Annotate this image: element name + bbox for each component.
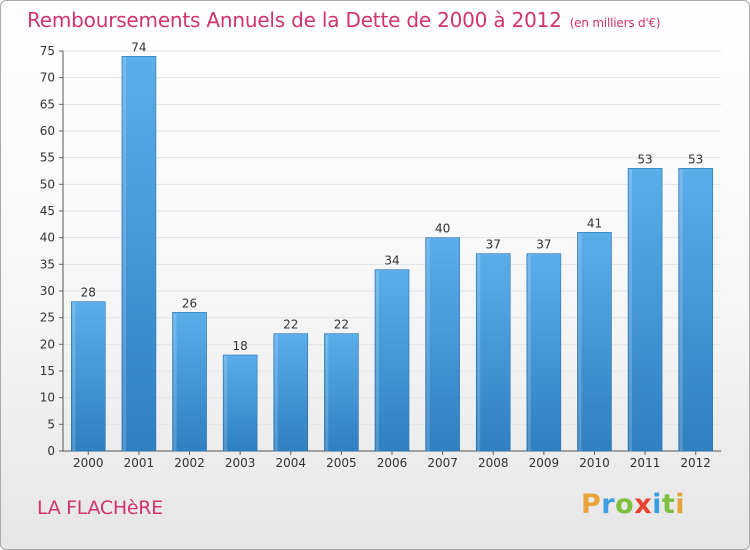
logo-letter: t bbox=[661, 489, 676, 520]
x-tick-label-2002: 2002 bbox=[174, 456, 205, 470]
bar-highlight bbox=[122, 57, 126, 451]
x-tick-label-2004: 2004 bbox=[275, 456, 306, 470]
data-label-2001: 74 bbox=[131, 40, 146, 54]
bar-2010[interactable] bbox=[577, 232, 612, 452]
bar-highlight bbox=[578, 233, 582, 451]
data-label-2009: 37 bbox=[536, 238, 551, 252]
logo-letter: r bbox=[601, 489, 616, 520]
data-label-2007: 40 bbox=[435, 222, 450, 236]
y-tick-label: 40 bbox=[40, 231, 55, 245]
y-tick-label: 70 bbox=[40, 71, 55, 85]
bar-2012[interactable] bbox=[678, 168, 713, 452]
logo-letter: P bbox=[581, 489, 602, 520]
chart-subtitle: (en milliers d'€) bbox=[569, 16, 661, 30]
x-tick-label-2005: 2005 bbox=[326, 456, 357, 470]
data-label-2002: 26 bbox=[182, 296, 197, 310]
y-tick-label: 65 bbox=[40, 97, 55, 111]
data-label-2008: 37 bbox=[486, 238, 501, 252]
x-tick-label-2009: 2009 bbox=[529, 456, 560, 470]
logo-letter: x bbox=[634, 489, 653, 520]
bar-2002[interactable] bbox=[172, 312, 207, 452]
chart-title-text: Remboursements Annuels de la Dette de 20… bbox=[27, 8, 562, 32]
data-label-2003: 18 bbox=[233, 339, 248, 353]
bar-2007[interactable] bbox=[425, 237, 460, 452]
x-tick-label-2010: 2010 bbox=[579, 456, 610, 470]
y-tick-label: 5 bbox=[47, 417, 55, 431]
bar-2006[interactable] bbox=[374, 269, 410, 452]
axes: 0 5 10 15 20 25 30 35 40 45 50 55 60 65 70 75 2000 2001 20… bbox=[40, 44, 721, 470]
bar-highlight bbox=[426, 238, 430, 451]
x-tick-label-2000: 2000 bbox=[73, 456, 104, 470]
data-label-2004: 22 bbox=[283, 318, 298, 332]
y-tick-label: 50 bbox=[40, 177, 55, 191]
x-tick-label-2006: 2006 bbox=[377, 456, 408, 470]
x-tick-label-2008: 2008 bbox=[478, 456, 509, 470]
y-tick-label: 15 bbox=[40, 364, 55, 378]
data-label-2012: 53 bbox=[688, 152, 703, 166]
data-label-2010: 41 bbox=[587, 216, 602, 230]
bar-2003[interactable] bbox=[222, 354, 258, 452]
y-tick-label: 35 bbox=[40, 257, 55, 271]
x-tick-label-2012: 2012 bbox=[680, 456, 711, 470]
y-tick-label: 25 bbox=[40, 311, 55, 325]
bar-highlight bbox=[679, 169, 683, 452]
bar-highlight bbox=[224, 356, 228, 451]
y-tick-label: 75 bbox=[40, 44, 55, 58]
y-tick-label: 45 bbox=[40, 204, 55, 218]
bar-highlight bbox=[274, 334, 278, 451]
bar-2000[interactable] bbox=[71, 301, 106, 452]
data-label-2006: 34 bbox=[384, 254, 399, 268]
data-label-2005: 22 bbox=[334, 318, 349, 332]
bar-highlight bbox=[173, 313, 177, 451]
bar-2004[interactable] bbox=[273, 333, 309, 452]
x-tick-label-2007: 2007 bbox=[427, 456, 458, 470]
logo-letter: i bbox=[675, 489, 686, 520]
chart-title: Remboursements Annuels de la Dette de 20… bbox=[27, 8, 661, 32]
bars bbox=[71, 56, 713, 452]
y-tick-label: 60 bbox=[40, 124, 55, 138]
bar-highlight bbox=[72, 302, 76, 451]
bar-highlight bbox=[527, 254, 531, 451]
x-tick-label-2011: 2011 bbox=[630, 456, 661, 470]
data-label-2011: 53 bbox=[637, 152, 652, 166]
y-tick-label: 10 bbox=[40, 391, 55, 405]
bar-2009[interactable] bbox=[526, 253, 562, 452]
data-label-2000: 28 bbox=[81, 286, 96, 300]
proxiti-logo[interactable]: Proxiti bbox=[581, 489, 685, 520]
data-labels: 28 74 26 18 22 22 34 40 37 37 41 53 53 bbox=[81, 40, 704, 353]
bar-highlight bbox=[629, 169, 633, 452]
x-tick-label-2001: 2001 bbox=[124, 456, 155, 470]
logo-letter: i bbox=[652, 489, 662, 520]
bar-2011[interactable] bbox=[627, 168, 663, 452]
commune-name: LA FLACHèRE bbox=[37, 497, 163, 519]
y-tick-label: 55 bbox=[40, 151, 55, 165]
x-tick-label-2003: 2003 bbox=[225, 456, 256, 470]
bar-2005[interactable] bbox=[324, 333, 359, 452]
bar-highlight bbox=[477, 254, 481, 451]
y-tick-label: 20 bbox=[40, 337, 55, 351]
y-tick-label: 0 bbox=[47, 444, 55, 458]
bar-highlight bbox=[376, 270, 379, 451]
bar-highlight bbox=[325, 334, 329, 451]
y-tick-label: 30 bbox=[40, 284, 55, 298]
logo-letter: o bbox=[615, 489, 635, 520]
bar-2001[interactable] bbox=[121, 56, 157, 452]
bar-2008[interactable] bbox=[475, 253, 511, 452]
